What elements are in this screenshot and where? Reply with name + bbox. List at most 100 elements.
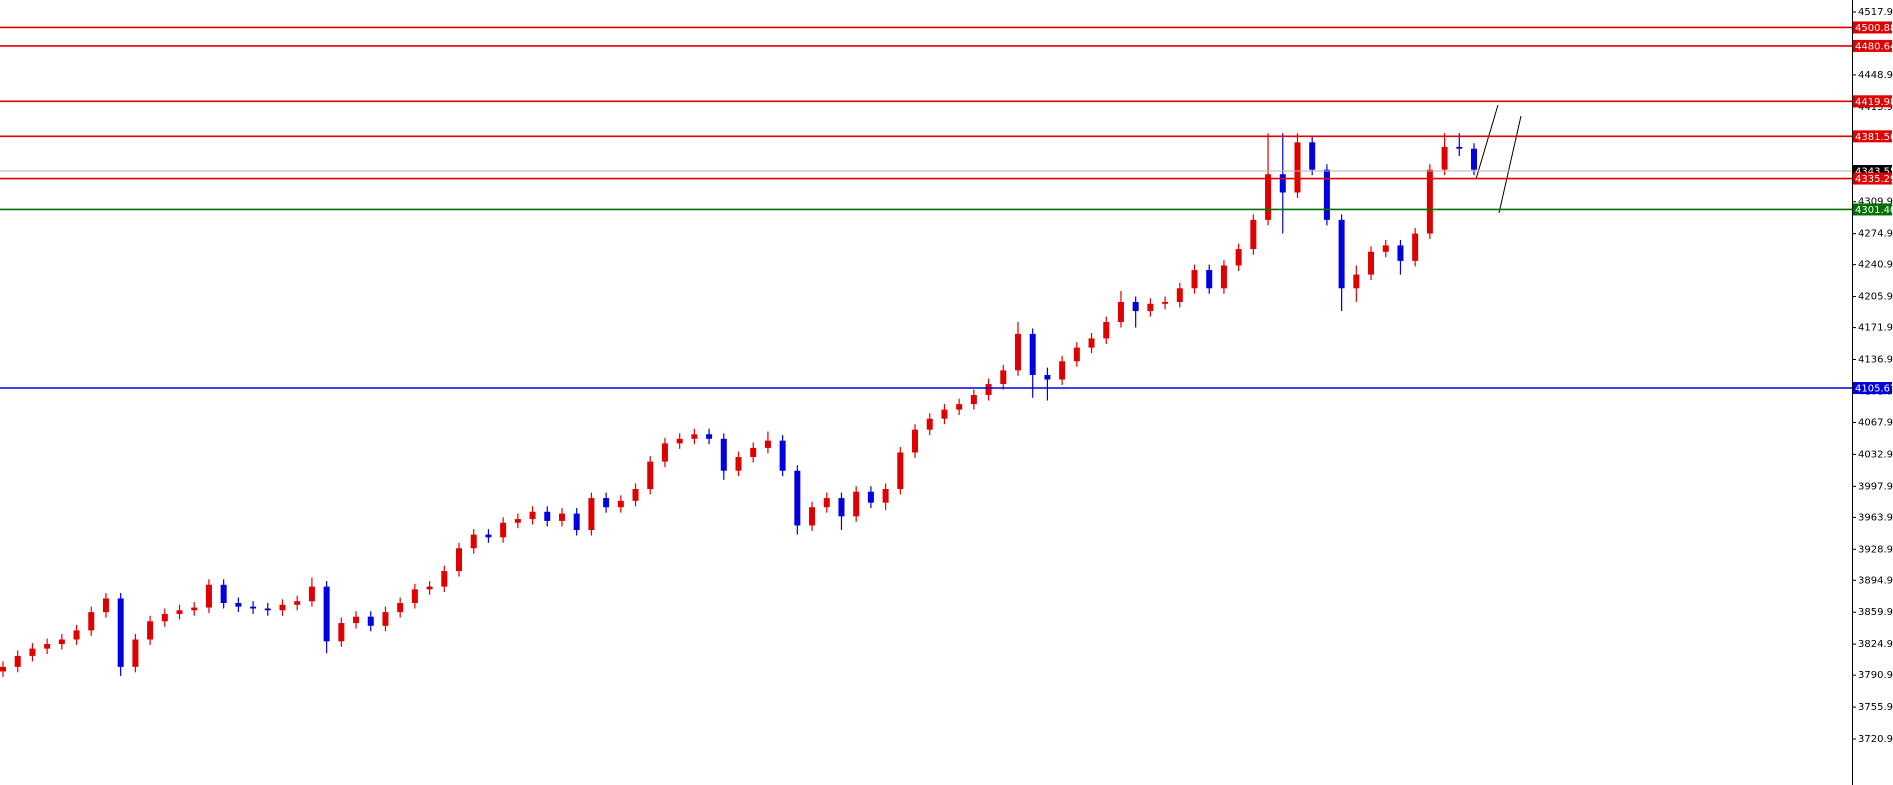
candle-body <box>353 616 360 624</box>
candle-body <box>1014 333 1021 371</box>
candle-body <box>1103 322 1110 339</box>
y-tick-label: 3997.90 <box>1858 481 1893 492</box>
candle-body <box>882 488 889 503</box>
candle-body <box>691 434 698 439</box>
candle-body <box>764 440 771 448</box>
candle-body <box>632 488 639 501</box>
candle-body <box>147 621 154 640</box>
candle-body <box>1412 233 1419 261</box>
y-tick-label: 3824.90 <box>1858 639 1893 650</box>
candle-body <box>250 606 257 609</box>
candle-body <box>838 498 845 517</box>
candle-body <box>0 666 6 672</box>
candle-body <box>661 443 668 462</box>
candle-body <box>102 598 109 613</box>
candle-body <box>985 384 992 396</box>
candle-body <box>1294 142 1301 193</box>
candle-body <box>603 498 610 508</box>
y-tick-label: 4171.90 <box>1858 323 1893 334</box>
candle-body <box>720 438 727 471</box>
candle-body <box>794 470 801 526</box>
trend-line <box>1498 115 1522 214</box>
candle-body <box>382 612 389 626</box>
candle-body <box>58 639 65 645</box>
candle-body <box>426 586 433 590</box>
candle-body <box>73 630 80 640</box>
candle-body <box>294 601 301 605</box>
y-tick-label: 4240.90 <box>1858 260 1893 271</box>
candle-body <box>235 603 242 607</box>
candle-body <box>1426 169 1433 234</box>
candle-body <box>220 584 227 604</box>
candle-body <box>161 613 168 622</box>
level-box <box>1853 172 1892 185</box>
y-tick-label: 4067.90 <box>1858 417 1893 428</box>
candle-body <box>338 623 345 642</box>
level-label: 4301.40 <box>1855 205 1893 216</box>
y-tick-label: 3755.90 <box>1858 702 1893 713</box>
candle-body <box>1073 347 1080 362</box>
y-tick-label: 4309.90 <box>1858 197 1893 208</box>
candle-body <box>529 511 536 520</box>
level-box <box>1853 382 1892 395</box>
candle-body <box>1250 219 1257 250</box>
level-box <box>1853 39 1892 52</box>
candle-body <box>1220 265 1227 289</box>
candle-body <box>500 522 507 538</box>
candle-body <box>132 639 139 667</box>
candle-body <box>1441 146 1448 170</box>
level-label: 4105.67 <box>1855 384 1893 395</box>
candle-body <box>1338 219 1345 289</box>
candle-body <box>279 604 286 611</box>
candle-body <box>470 534 477 549</box>
level-label: 4419.98 <box>1855 97 1893 108</box>
candle-body <box>1000 370 1007 385</box>
candle-body <box>647 461 654 489</box>
candle-body <box>191 607 198 611</box>
candle-body <box>1044 374 1051 380</box>
candle-body <box>29 648 36 656</box>
candle-body <box>676 438 683 444</box>
candle-body <box>367 616 374 626</box>
candle-body <box>14 655 21 667</box>
candle-body <box>912 429 919 453</box>
y-tick-label: 4205.90 <box>1858 292 1893 303</box>
candle-body <box>88 612 95 631</box>
y-tick-label: 4413.90 <box>1858 102 1893 113</box>
candle-body <box>1206 270 1213 289</box>
candle-body <box>117 598 124 667</box>
y-tick-label: 4032.90 <box>1858 449 1893 460</box>
y-tick-label: 4448.90 <box>1858 70 1893 81</box>
candle-body <box>1029 333 1036 375</box>
candle-body <box>323 586 330 642</box>
candle-body <box>485 534 492 538</box>
candle-body <box>558 513 565 521</box>
level-box <box>1853 21 1892 34</box>
level-box <box>1853 130 1892 143</box>
candle-body <box>573 513 580 531</box>
candle-body <box>1382 245 1389 252</box>
candle-body <box>588 498 595 531</box>
candle-body <box>867 491 874 503</box>
y-tick-label: 4274.90 <box>1858 229 1893 240</box>
level-label: 4335.29 <box>1855 174 1893 185</box>
candle-body <box>1132 301 1139 312</box>
candle-body <box>1191 270 1198 289</box>
candle-body <box>1088 338 1095 348</box>
candle-body <box>897 452 904 489</box>
level-box <box>1853 203 1892 216</box>
level-box <box>1853 95 1892 108</box>
candle-body <box>44 644 51 649</box>
candle-body <box>970 395 977 405</box>
candle-body <box>176 610 183 614</box>
y-tick-label: 4136.90 <box>1858 355 1893 366</box>
candle-body <box>853 491 860 517</box>
candle-body <box>750 447 757 458</box>
y-tick-label: 3894.90 <box>1858 575 1893 586</box>
candle-body <box>1456 146 1463 149</box>
candle-body <box>1059 361 1066 380</box>
candle-body <box>456 548 463 572</box>
candle-body <box>1117 301 1124 323</box>
